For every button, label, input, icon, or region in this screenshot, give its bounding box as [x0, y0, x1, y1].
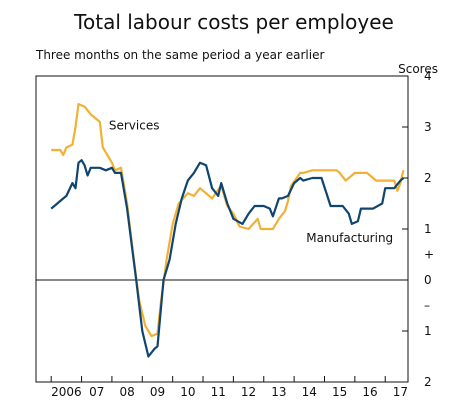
x-tick-label: 2006 — [51, 385, 82, 399]
y-tick-label: 0 — [424, 273, 432, 287]
y-axis-units-label: Scores — [398, 62, 438, 76]
series-group — [50, 103, 405, 358]
x-tick-label: 17 — [393, 385, 408, 399]
y-tick-label: 3 — [424, 120, 432, 134]
plot-frame — [35, 75, 409, 383]
x-tick-label: 11 — [211, 385, 226, 399]
series-line-services — [51, 103, 405, 338]
x-tick-label: 08 — [119, 385, 134, 399]
chart-subtitle: Three months on the same period a year e… — [36, 48, 325, 62]
x-tick-label: 13 — [271, 385, 286, 399]
x-tick-label: 15 — [332, 385, 347, 399]
annotation-group: Services Manufacturing — [109, 119, 393, 245]
x-tick-label: 09 — [150, 385, 165, 399]
x-tick-label: 10 — [180, 385, 195, 399]
y-tick-label: 4 — [424, 69, 432, 83]
x-tick-label: 14 — [302, 385, 317, 399]
x-tick-label: 12 — [241, 385, 256, 399]
x-tick-label: 16 — [362, 385, 377, 399]
negative-sign-label: – — [424, 299, 430, 313]
chart-title: Total labour costs per employee — [74, 10, 394, 34]
y-tick-label: 2 — [424, 171, 432, 185]
positive-sign-label: + — [424, 248, 434, 262]
x-tick-label: 07 — [89, 385, 104, 399]
y-tick-label: 1 — [424, 222, 432, 236]
y-tick-label: 2 — [424, 375, 432, 389]
y-tick-label: 1 — [424, 324, 432, 338]
series-line-manufacturing — [50, 159, 405, 358]
series-annotation-services: Services — [109, 119, 160, 133]
series-annotation-manufacturing: Manufacturing — [306, 231, 393, 245]
